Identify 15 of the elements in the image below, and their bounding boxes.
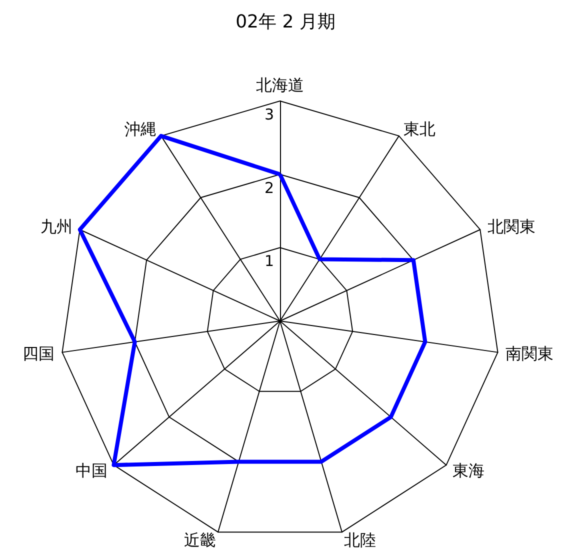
spoke-label: 南関東 bbox=[506, 344, 554, 363]
y-tick-label: 3 bbox=[264, 106, 274, 124]
spoke-label: 北海道 bbox=[256, 76, 304, 94]
spoke-label: 沖縄 bbox=[124, 120, 157, 139]
y-tick-label: 2 bbox=[264, 178, 274, 197]
spoke-label: 中国 bbox=[76, 460, 108, 480]
spoke-label: 近畿 bbox=[184, 530, 216, 550]
spoke-label: 九州 bbox=[40, 216, 73, 236]
spoke-label: 四国 bbox=[22, 344, 54, 363]
chart-title: 02年 2 月期 bbox=[236, 12, 336, 32]
y-tick-label: 1 bbox=[264, 252, 274, 270]
spoke-label: 北関東 bbox=[487, 216, 536, 236]
spoke-label: 東北 bbox=[403, 120, 436, 139]
spoke-label: 東海 bbox=[452, 460, 484, 480]
spoke-label: 北陸 bbox=[344, 530, 376, 550]
